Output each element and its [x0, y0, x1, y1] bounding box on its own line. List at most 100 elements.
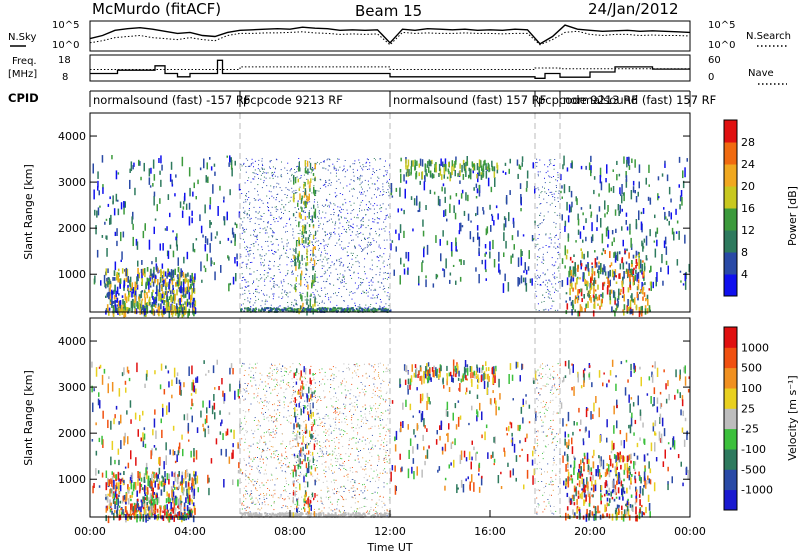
scatter-cell: [497, 475, 500, 484]
scatter-cell: [314, 246, 316, 250]
scatter-cell: [611, 269, 614, 278]
scatter-cell: [520, 208, 522, 212]
scatter-cell: [354, 302, 356, 304]
scatter-cell: [237, 470, 240, 474]
scatter-cell: [245, 255, 247, 257]
scatter-cell: [166, 250, 169, 257]
scatter-cell: [340, 281, 342, 283]
scatter-cell: [600, 181, 603, 191]
scatter-cell: [330, 214, 332, 215]
scatter-cell: [433, 191, 436, 195]
scatter-cell: [271, 214, 273, 216]
scatter-cell: [335, 175, 337, 177]
scatter-cell: [254, 160, 256, 162]
scatter-cell: [540, 275, 541, 277]
scatter-cell: [497, 213, 499, 220]
scatter-cell: [441, 174, 443, 180]
scatter-cell: [629, 279, 631, 288]
scatter-cell: [339, 193, 341, 194]
scatter-cell: [417, 210, 419, 213]
scatter-cell: [489, 204, 491, 210]
scatter-cell: [621, 280, 623, 286]
scatter-cell: [348, 242, 350, 244]
scatter-cell: [240, 218, 242, 220]
scatter-cell: [299, 243, 301, 245]
scatter-cell: [189, 294, 192, 303]
scatter-cell: [434, 163, 436, 171]
scatter-cell: [295, 217, 297, 219]
scatter-cell: [377, 218, 379, 220]
scatter-cell: [542, 309, 544, 311]
scatter-cell: [195, 450, 198, 460]
scatter-cell: [279, 218, 281, 220]
scatter-cell: [544, 274, 546, 276]
scatter-cell: [298, 161, 300, 163]
scatter-cell: [247, 217, 249, 219]
scatter-cell: [327, 293, 328, 295]
scatter-cell: [192, 243, 194, 252]
scatter-cell: [535, 276, 537, 278]
scatter-cell: [280, 208, 282, 210]
scatter-cell: [136, 362, 138, 373]
scatter-cell: [131, 288, 133, 291]
scatter-cell: [372, 277, 374, 279]
scatter-cell: [618, 288, 620, 296]
scatter-cell: [330, 235, 332, 237]
scatter-cell: [517, 257, 520, 267]
scatter-cell: [260, 215, 262, 217]
scatter-cell: [614, 484, 617, 493]
scatter-cell: [302, 227, 304, 234]
scatter-cell: [163, 292, 166, 299]
scatter-cell: [570, 190, 573, 198]
scatter-cell: [274, 206, 276, 208]
scatter-cell: [109, 505, 112, 508]
scatter-cell: [435, 164, 437, 173]
scatter-cell: [362, 224, 364, 226]
scatter-cell: [522, 398, 524, 405]
scatter-cell: [140, 506, 142, 513]
scatter-cell: [134, 187, 136, 196]
scatter-cell: [628, 252, 630, 259]
scatter-cell: [304, 211, 306, 213]
scatter-cell: [545, 233, 547, 235]
scatter-cell: [255, 229, 256, 231]
scatter-cell: [560, 402, 563, 409]
scatter-cell: [358, 244, 360, 246]
scatter-cell: [275, 186, 277, 188]
scatter-cell: [325, 272, 327, 274]
scatter-cell: [121, 304, 123, 310]
scatter-cell: [546, 202, 548, 204]
scatter-cell: [678, 230, 680, 240]
scatter-cell: [297, 275, 299, 277]
scatter-cell: [479, 402, 481, 411]
scatter-cell: [295, 308, 298, 311]
scatter-cell: [394, 444, 397, 452]
scatter-cell: [458, 230, 461, 235]
scatter-cell: [627, 306, 629, 311]
scatter-cell: [134, 290, 137, 298]
scatter-cell: [593, 280, 595, 286]
scatter-cell: [342, 204, 344, 206]
scatter-cell: [642, 283, 644, 286]
scatter-cell: [517, 424, 519, 431]
scatter-cell: [630, 190, 633, 200]
scatter-cell: [652, 281, 654, 289]
scatter-cell: [245, 195, 247, 197]
scatter-cell: [247, 259, 249, 261]
scatter-cell: [303, 181, 305, 183]
scatter-cell: [490, 454, 492, 459]
scatter-cell: [413, 471, 415, 480]
scatter-cell: [288, 219, 290, 221]
scatter-cell: [287, 305, 289, 307]
scatter-cell: [491, 213, 493, 217]
scatter-cell: [151, 491, 154, 497]
colorbar-segment: [724, 252, 737, 275]
station-title: McMurdo (fitACF): [92, 0, 221, 18]
scatter-cell: [639, 292, 641, 295]
date-title: 24/Jan/2012: [588, 0, 679, 18]
scatter-cell: [361, 239, 362, 241]
scatter-cell: [158, 481, 161, 486]
scatter-cell: [266, 272, 268, 274]
scatter-cell: [499, 393, 501, 400]
scatter-cell: [678, 156, 681, 163]
